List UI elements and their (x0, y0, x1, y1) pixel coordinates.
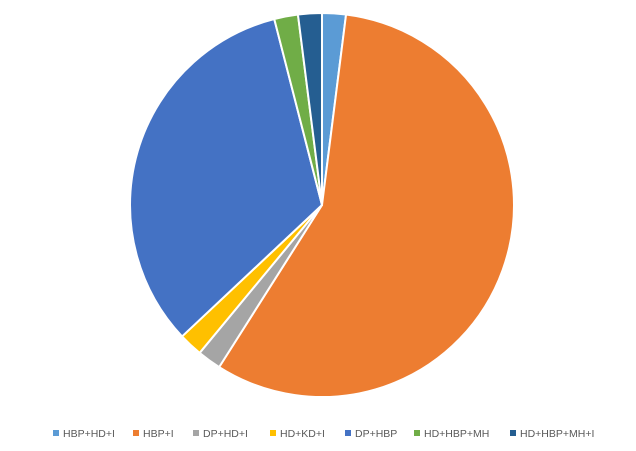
legend-swatch (133, 430, 139, 436)
legend-label: DP+HBP (355, 428, 397, 440)
legend-swatch (414, 430, 420, 436)
legend-label: HBP+HD+I (63, 428, 115, 440)
legend-label: HBP+I (143, 428, 174, 440)
chart-legend: HBP+HD+I HBP+I DP+HD+I HD+KD+I DP+HBP HD+HBP+… (53, 428, 594, 440)
legend-swatch (510, 430, 516, 436)
legend-label: HD+KD+I (280, 428, 325, 440)
legend-swatch (193, 430, 199, 436)
legend-label: HD+HBP+MH (424, 428, 489, 440)
legend-swatch (345, 430, 351, 436)
legend-label: HD+HBP+MH+I (520, 428, 594, 440)
pie-slice-hbp-i (218, 13, 515, 398)
pie-slices (129, 11, 515, 398)
legend-swatch (53, 430, 59, 436)
pie-slice-hd-hbp-mh-i (296, 11, 323, 206)
pie-slice-dp-hbp (129, 18, 323, 338)
legend-swatch (270, 430, 276, 436)
legend-label: DP+HD+I (203, 428, 248, 440)
